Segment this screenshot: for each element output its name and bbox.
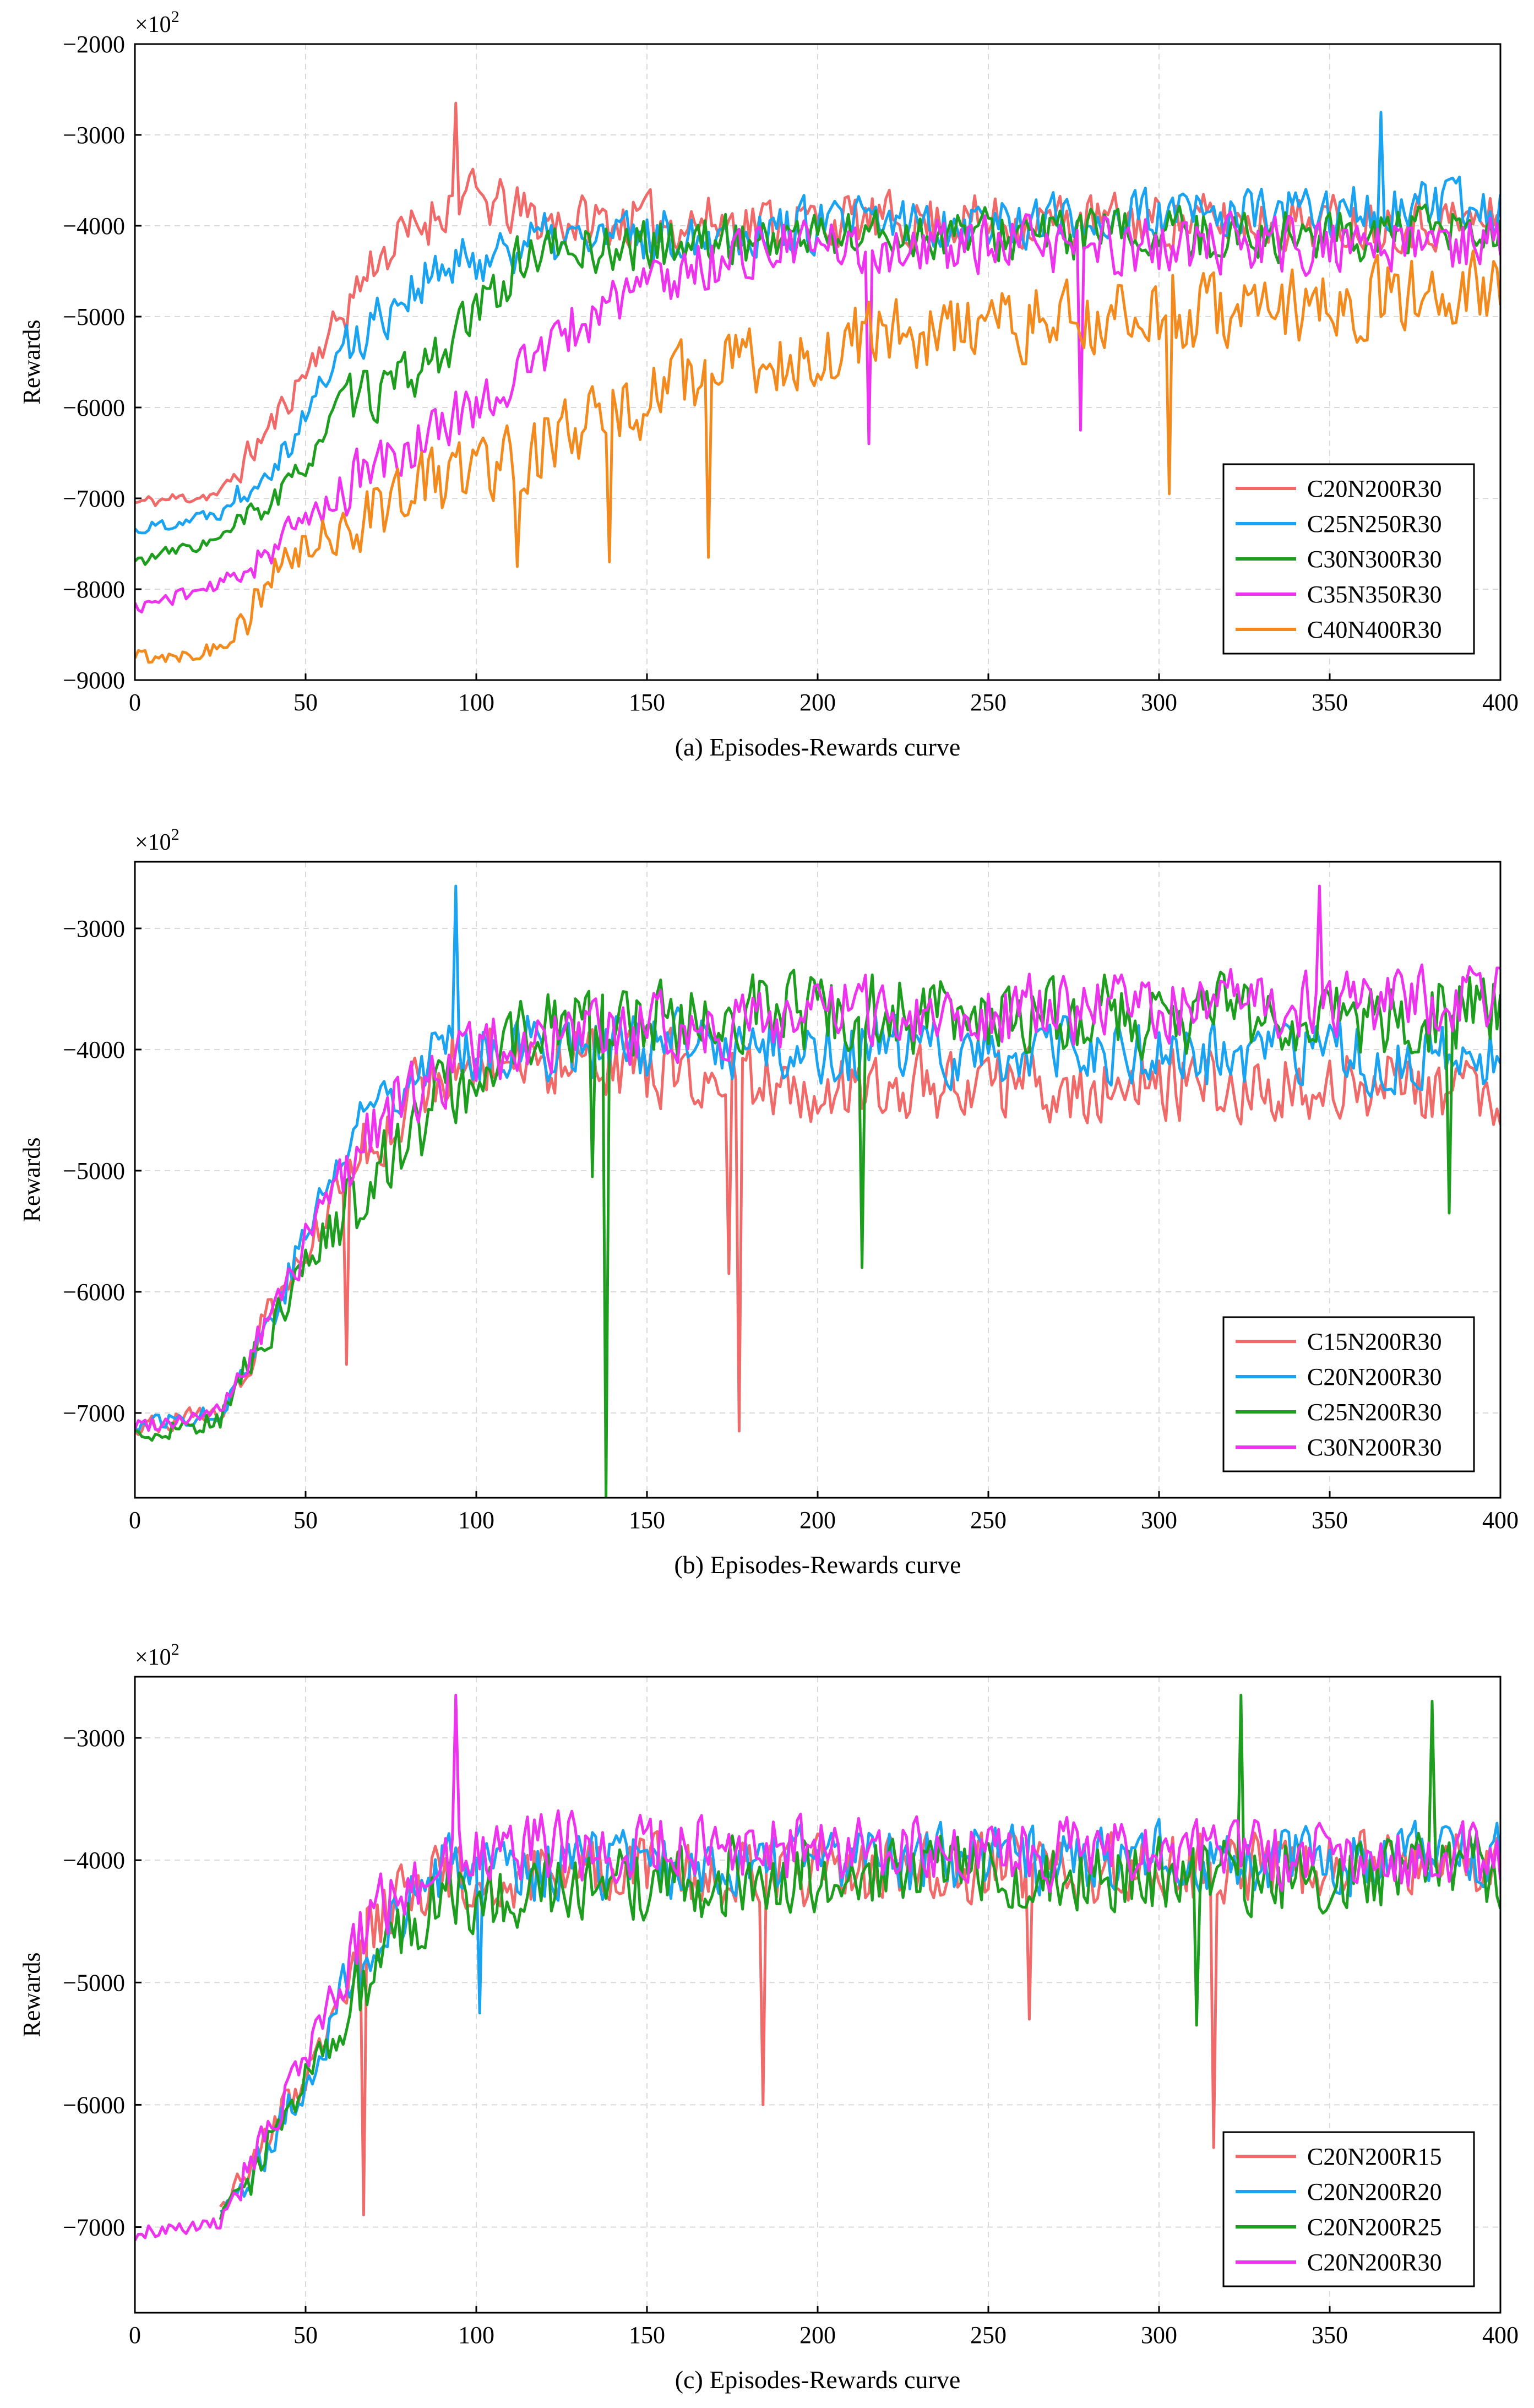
y-tick-label: −7000: [63, 1400, 125, 1427]
x-tick-label: 50: [293, 2322, 318, 2349]
y-tick-label: −5000: [63, 1157, 125, 1184]
x-tick-label: 300: [1141, 2322, 1177, 2349]
x-tick-label: 350: [1312, 1507, 1348, 1534]
legend-label-C20N200R30: C20N200R30: [1307, 1363, 1441, 1390]
series-line-C20N200R25: [219, 1693, 1500, 2220]
legend-label-C15N200R30: C15N200R30: [1307, 1328, 1441, 1355]
y-tick-label: −4000: [63, 1847, 125, 1874]
legend-label-C20N200R30: C20N200R30: [1307, 475, 1441, 502]
panel-caption: (c) Episodes-Rewards curve: [675, 2366, 961, 2394]
y-tick-label: −6000: [63, 1279, 125, 1306]
x-tick-label: 150: [629, 689, 665, 716]
x-tick-label: 0: [129, 1507, 141, 1534]
x-tick-label: 400: [1482, 689, 1519, 716]
y-axis-label: Rewards: [18, 1138, 45, 1222]
panel-caption: (b) Episodes-Rewards curve: [674, 1551, 961, 1579]
series-line-C40N400R30: [135, 249, 1500, 664]
panel-b: 0 50 100 150 200 250 300 350 400 −7000 −6000 −5000 −…: [18, 825, 1519, 1579]
x-tick-label: 150: [629, 2322, 665, 2349]
series-line-C20N200R30: [135, 884, 1500, 1434]
y-tick-label: −3000: [63, 915, 125, 942]
legend: C20N200R15 C20N200R20 C20N200R25 C20N200R30: [1222, 2131, 1475, 2287]
series-group: [135, 1693, 1500, 2241]
series-line-C25N200R30: [135, 969, 1500, 1498]
y-tick-label: −7000: [63, 2214, 125, 2241]
legend-label-C30N200R30: C30N200R30: [1307, 1434, 1441, 1461]
y-multiplier: ×102: [135, 8, 179, 37]
x-tick-label: 250: [970, 689, 1007, 716]
series-group: [135, 884, 1500, 1498]
series-line-C30N200R30: [135, 884, 1500, 1432]
x-tick-label: 100: [458, 1507, 494, 1534]
y-tick-label: −4000: [63, 1036, 125, 1063]
series-line-C35N350R30: [135, 210, 1500, 614]
legend-label-C20N200R25: C20N200R25: [1307, 2214, 1441, 2241]
series-group: [135, 101, 1500, 664]
y-tick-label: −3000: [63, 122, 125, 149]
legend-label-C25N200R30: C25N200R30: [1307, 1399, 1441, 1426]
y-tick-label: −8000: [63, 576, 125, 603]
x-tick-label: 350: [1312, 2322, 1348, 2349]
panel-a: 0 50 100 150 200 250 300 350 400 −9000 −8000 −7000 −…: [18, 8, 1519, 761]
x-tick-label: 400: [1482, 1507, 1519, 1534]
x-tick-label: 150: [629, 1507, 665, 1534]
panel-caption: (a) Episodes-Rewards curve: [675, 733, 961, 761]
y-tick-label: −2000: [63, 31, 125, 58]
x-tick-label: 50: [293, 1507, 318, 1534]
x-tick-label: 0: [129, 2322, 141, 2349]
legend: C20N200R30 C25N250R30 C30N300R30 C35N350R30…: [1222, 463, 1475, 655]
legend: C15N200R30 C20N200R30 C25N200R30 C30N200R30: [1222, 1316, 1475, 1472]
series-line-C15N200R30: [135, 1026, 1500, 1436]
x-tick-label: 0: [129, 689, 141, 716]
y-tick-label: −4000: [63, 213, 125, 240]
x-tick-label: 250: [970, 2322, 1007, 2349]
x-tick-label: 200: [799, 1507, 836, 1534]
y-axis-label: Rewards: [18, 1953, 45, 2037]
x-tick-label: 100: [458, 2322, 494, 2349]
y-multiplier: ×102: [135, 1640, 179, 1670]
y-tick-label: −3000: [63, 1725, 125, 1752]
y-axis-label: Rewards: [18, 320, 45, 405]
x-tick-label: 350: [1312, 689, 1348, 716]
y-tick-label: −5000: [63, 1969, 125, 1996]
panel-c: 0 50 100 150 200 250 300 350 400 −7000 −6000 −5000 −…: [18, 1640, 1519, 2394]
legend-label-C20N200R15: C20N200R15: [1307, 2143, 1441, 2170]
x-tick-label: 100: [458, 689, 494, 716]
legend-label-C30N300R30: C30N300R30: [1307, 546, 1441, 573]
y-tick-label: −7000: [63, 485, 125, 512]
x-tick-label: 300: [1141, 689, 1177, 716]
legend-label-C25N250R30: C25N250R30: [1307, 510, 1441, 537]
series-line-C20N200R30: [135, 1693, 1500, 2241]
series-line-C30N300R30: [135, 203, 1500, 566]
x-tick-label: 200: [799, 689, 836, 716]
legend-label-C20N200R30: C20N200R30: [1307, 2249, 1441, 2276]
y-tick-label: −6000: [63, 394, 125, 421]
legend-label-C35N350R30: C35N350R30: [1307, 581, 1441, 608]
legend-label-C20N200R20: C20N200R20: [1307, 2178, 1441, 2205]
y-tick-label: −9000: [63, 667, 125, 694]
y-tick-label: −5000: [63, 303, 125, 330]
x-tick-label: 50: [293, 689, 318, 716]
x-tick-label: 250: [970, 1507, 1007, 1534]
legend-label-C40N400R30: C40N400R30: [1307, 616, 1441, 643]
x-tick-label: 400: [1482, 2322, 1519, 2349]
y-multiplier: ×102: [135, 825, 179, 855]
x-tick-label: 200: [799, 2322, 836, 2349]
y-tick-label: −6000: [63, 2091, 125, 2118]
x-tick-label: 300: [1141, 1507, 1177, 1534]
